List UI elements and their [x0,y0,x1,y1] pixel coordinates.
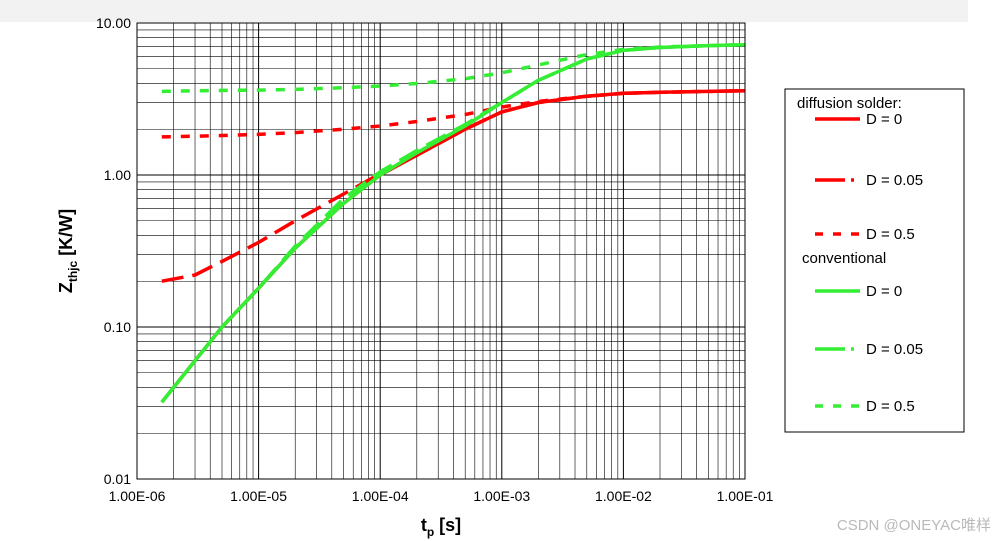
x-axis-title-main: t [421,515,427,535]
legend-label-3: D = 0 [866,283,902,300]
x-axis-title: tp [s] [421,515,461,539]
legend-label-2: D = 0.5 [866,226,915,243]
y-axis-title-unit: [K/W] [56,209,76,261]
plot-frame [136,22,746,480]
y-tick-label: 0.10 [104,319,131,335]
legend-entries: D = 0 D = 0.05 D = 0.5 D = 0 D = 0.05 D = 0.5 [815,111,923,415]
watermark: CSDN @ONEYAC唯样 [836,517,991,534]
legend-group-conventional: conventional [802,250,886,267]
tick-labels: 1.00E-06 1.00E-05 1.00E-04 1.00E-03 1.00E-02… [96,15,774,504]
y-axis-title-sub: thjc [66,261,80,283]
x-axis-title-sub: p [427,525,434,539]
x-tick-label: 1.00E-02 [595,488,652,504]
x-tick-label: 1.00E-03 [473,488,530,504]
legend-label-5: D = 0.5 [866,398,915,415]
legend-group-diffusion: diffusion solder: [797,95,902,112]
y-axis-title-main: Z [56,282,76,293]
y-tick-label: 0.01 [104,471,131,487]
series-line-5 [161,42,746,94]
x-tick-label: 1.00E-05 [230,488,287,504]
legend-label-4: D = 0.05 [866,341,923,358]
legend: diffusion solder: conventional D = 0D = … [784,88,965,433]
y-tick-label: 10.00 [96,15,131,31]
top-bar [0,0,968,22]
series-line-2 [161,89,746,139]
x-tick-label: 1.00E-06 [109,488,166,504]
y-tick-label: 1.00 [104,167,131,183]
legend-box [784,88,965,433]
series-line-1 [161,89,746,283]
x-axis-title-unit: [s] [434,515,461,535]
x-tick-label: 1.00E-01 [717,488,774,504]
series-layer [160,42,746,404]
legend-label-1: D = 0.05 [866,172,923,189]
x-tick-label: 1.00E-04 [352,488,409,504]
legend-label-0: D = 0 [866,111,902,128]
y-axis-title: Zthjc [K/W] [56,209,80,293]
